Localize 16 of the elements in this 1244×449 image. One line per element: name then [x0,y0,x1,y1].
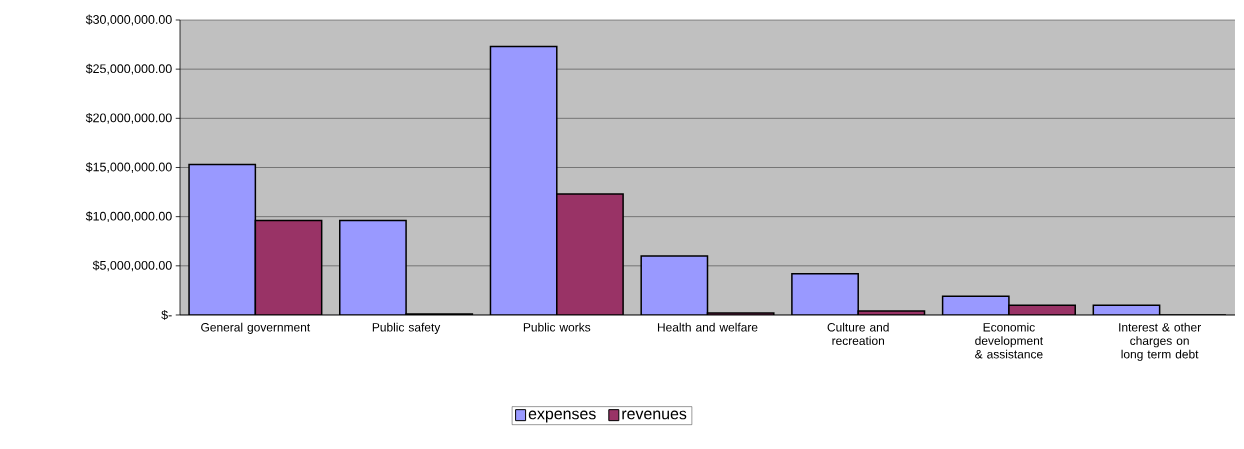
y-tick-label: $15,000,000.00 [85,162,172,173]
legend-label: revenues [622,410,687,420]
legend-label: expenses [528,410,596,423]
y-tick-label: $20,000,000.00 [85,112,172,124]
y-tick-label: $- [161,309,172,321]
x-tick-label: General government [201,322,311,334]
y-tick-label: $30,000,000.00 [85,14,172,26]
y-tick-label: $25,000,000.00 [85,63,172,75]
y-tick-label: $10,000,000.00 [85,211,172,223]
x-tick-label: Public works [523,322,591,332]
x-tick-label: Health and welfare [657,322,758,332]
x-tick-label: Culture and recreation [827,322,889,345]
y-tick-label: $5,000,000.00 [92,260,172,272]
x-tick-label: Economic development & assistance [975,322,1044,359]
x-tick-label: Interest & other charges on long term debt [1119,322,1201,361]
x-tick-label: Public safety [372,322,441,334]
